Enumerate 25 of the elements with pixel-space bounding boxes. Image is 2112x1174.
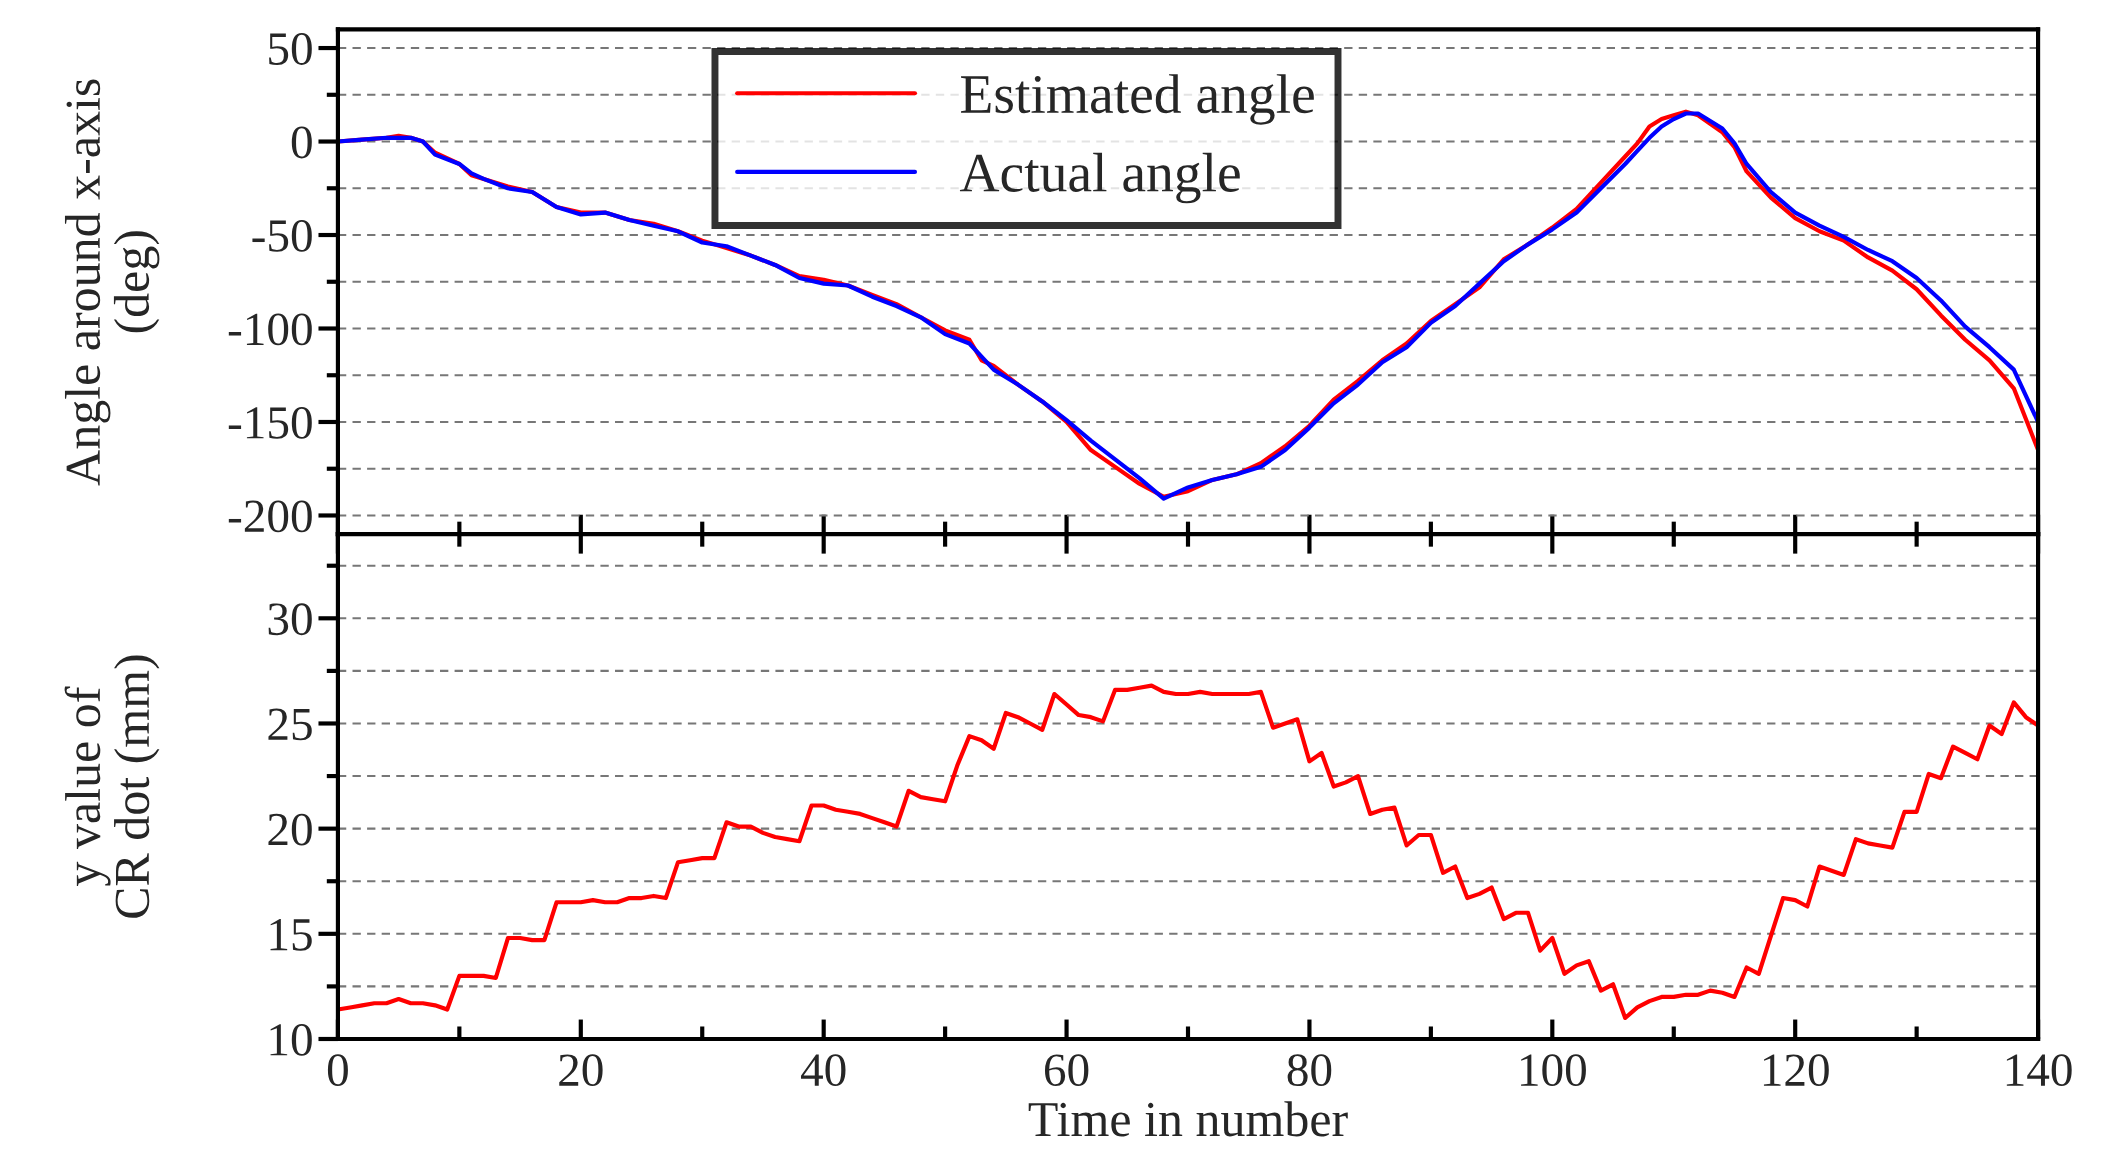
y-axis-title: Angle around x-axis (deg) bbox=[64, 79, 160, 486]
x-axis-title: Time in number bbox=[1028, 1101, 1348, 1137]
y-tick-label: 20 bbox=[268, 813, 312, 846]
x-tick-label: 120 bbox=[1763, 1054, 1829, 1087]
line-series bbox=[337, 683, 2039, 1021]
legend-label: Actual angle bbox=[959, 152, 1240, 204]
legend-label: Estimated angle bbox=[961, 74, 1314, 125]
x-tick-label: 40 bbox=[800, 1054, 846, 1087]
y-tick-label: 30 bbox=[268, 603, 312, 636]
y-tick-label: -50 bbox=[252, 220, 312, 252]
x-tick-label: 140 bbox=[2006, 1054, 2072, 1087]
y-tick-label: 0 bbox=[291, 126, 312, 159]
x-tick-label: 60 bbox=[1044, 1054, 1089, 1087]
x-tick-label: 0 bbox=[327, 1054, 348, 1087]
x-tick-label: 80 bbox=[1287, 1054, 1332, 1087]
y-axis-title: y value of CR dot (mm) bbox=[64, 655, 160, 918]
x-tick-label: 100 bbox=[1521, 1054, 1586, 1087]
y-tick-label: 15 bbox=[270, 919, 312, 951]
y-tick-label: 10 bbox=[270, 1023, 312, 1056]
y-tick-label: -200 bbox=[228, 500, 312, 533]
y-tick-label: -150 bbox=[228, 406, 312, 439]
x-tick-label: 20 bbox=[559, 1054, 603, 1087]
y-tick-label: 25 bbox=[268, 708, 312, 741]
y-tick-label: 50 bbox=[269, 33, 312, 65]
y-tick-label: -100 bbox=[228, 313, 312, 346]
